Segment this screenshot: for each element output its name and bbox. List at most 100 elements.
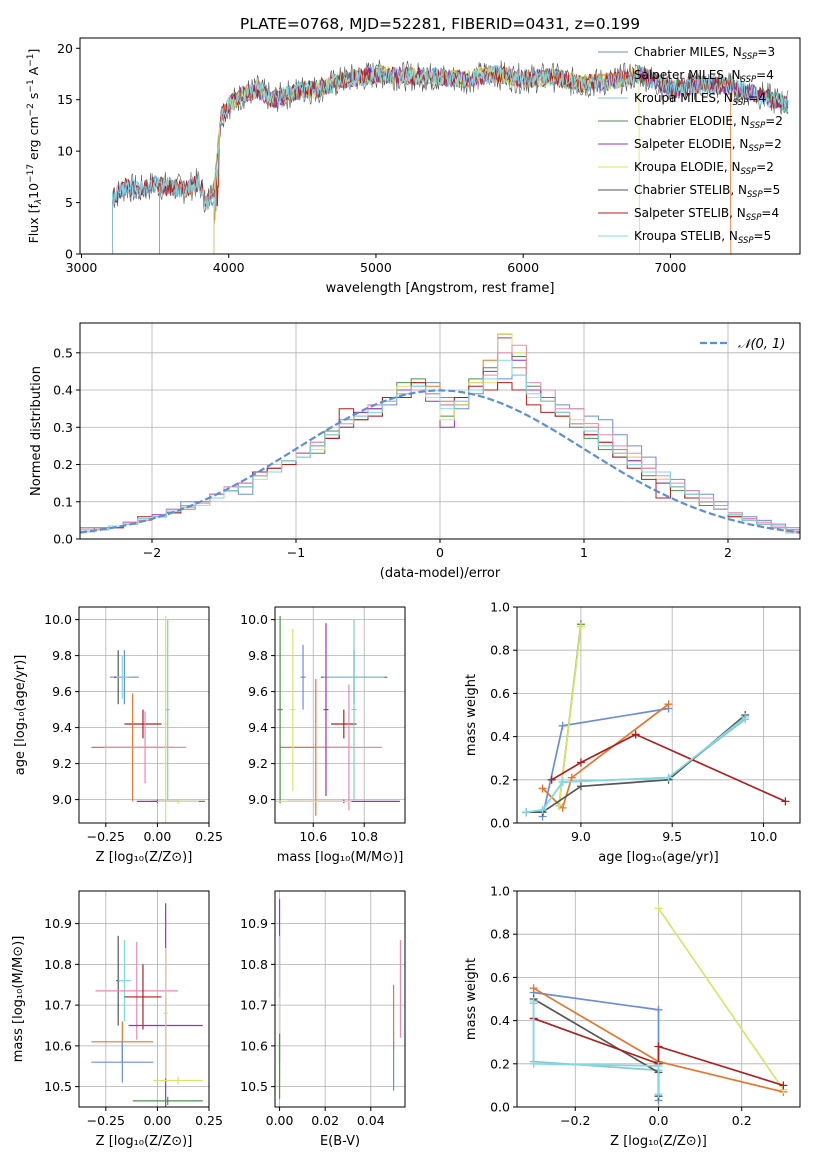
age_vs_Z-xlabel: Z [log₁₀(Z/Z⊙)] <box>96 850 193 865</box>
weight_vs_age-marker-5-2 <box>576 782 585 791</box>
mass_vs_ebv-xtick-label-2: 0.04 <box>357 1113 385 1128</box>
legend-nssp-eq-2: = <box>748 91 758 105</box>
weight_vs_Z-plot-area <box>529 904 788 1105</box>
weight_vs_Z-marker-3-0 <box>654 904 663 913</box>
residual_hist-xtick-label-0: −2 <box>143 545 161 560</box>
spectrum-xtick-label-3: 6000 <box>507 260 539 275</box>
age_vs_Z-ytick-label-4: 9.8 <box>52 648 72 663</box>
legend-nssp-value-8: 5 <box>764 229 772 243</box>
legend-nssp-3: , N <box>733 114 750 128</box>
weight_vs_Z-marker-1-0 <box>529 984 538 993</box>
legend-nssp-value-2: 4 <box>758 91 766 105</box>
residual_hist-ytick-label-2: 0.2 <box>53 457 73 472</box>
legend-nssp-eq-6: = <box>763 183 773 197</box>
spectrum-ylabel: Flux [fλ10−17 erg cm−2 s−1 A−1] <box>26 49 44 244</box>
legend-nssp-value-1: 4 <box>766 68 774 82</box>
mass_vs_Z-ytick-label-1: 10.6 <box>44 1038 72 1053</box>
mass_vs_Z-plot-area <box>91 903 203 1107</box>
residual_hist-ytick-label-1: 0.1 <box>53 494 73 509</box>
age_vs_mass-plot-area <box>275 616 400 816</box>
mass_vs_Z-point-8 <box>153 1076 203 1085</box>
mass_vs_ebv-ytick-label-2: 10.7 <box>240 998 268 1013</box>
age_vs_mass-point-8 <box>351 619 357 800</box>
weight_vs_age-marker-7-1 <box>538 806 547 815</box>
histogram-series-7 <box>80 359 800 533</box>
weight-vs-metallicity-panel: −0.2 0.0 0.2 0.0 0.2 0.4 0.6 0.8 1.0 Z [log₁₀(Z/Z… <box>464 884 801 1149</box>
mass_vs_Z-point-1 <box>118 939 131 1022</box>
age_vs_mass-point-3 <box>331 709 357 739</box>
legend-entry-4: Salpeter ELODIE, NSSP=2 <box>634 137 782 154</box>
age_vs_Z-xtick-label-1: 0.00 <box>143 829 171 844</box>
legend-nssp-6: , N <box>730 183 747 197</box>
legend-nssp-eq-8: = <box>754 229 764 243</box>
weight_vs_Z-marker-6-2 <box>654 1061 663 1070</box>
legend-nssp-4: , N <box>732 137 749 151</box>
weight_vs_age-grid <box>517 606 800 824</box>
age_vs_mass-ytick-label-2: 9.4 <box>248 720 268 735</box>
spectrum-ytick-label-1: 5 <box>65 195 73 210</box>
legend-nssp-0: , N <box>725 45 742 59</box>
weight_vs_Z-marker-0-1 <box>654 1005 663 1014</box>
legend-name-1: Salpeter MILES <box>634 68 724 82</box>
mass_vs_Z-xtick-label-0: −0.25 <box>87 1113 125 1128</box>
residual_hist-ytick-label-5: 0.5 <box>53 345 73 360</box>
weight_vs_Z-ytick-label-1: 0.2 <box>490 1056 510 1071</box>
weight_vs_age-marker-1-3 <box>664 700 673 709</box>
spectrum-ytick-label-3: 15 <box>57 92 73 107</box>
weight_vs_age-ytick-label-4: 0.8 <box>490 643 510 658</box>
weight_vs_Z-series-5 <box>533 1017 784 1087</box>
weight_vs_Z-marker-5-2 <box>654 1042 663 1051</box>
spectrum-line-kroupa-stelib <box>112 65 789 254</box>
age_vs_mass-grid <box>275 607 405 823</box>
weight_vs_age-xlabel: age [log₁₀(age/yr)] <box>598 850 719 865</box>
age_vs_Z-ytick-label-5: 10.0 <box>44 612 72 627</box>
weight_vs_Z-marker-6-3 <box>654 1090 663 1099</box>
mass_vs_ebv-grid <box>275 891 405 1107</box>
age_vs_Z-point-6 <box>163 616 168 823</box>
age_vs_mass-ytick-label-3: 9.6 <box>248 684 268 699</box>
legend-name-0: Chabrier MILES <box>634 45 725 59</box>
weight_vs_age-ytick-label-2: 0.4 <box>490 729 510 744</box>
spectrum-xlabel: wavelength [Angstrom, rest frame] <box>326 281 555 296</box>
spectrum-ytick-label-2: 10 <box>57 144 73 159</box>
mass_vs_ebv-frame <box>274 890 406 1108</box>
mass_vs_Z-ytick-label-4: 10.9 <box>44 916 72 931</box>
age_vs_Z-grid <box>79 607 210 823</box>
legend-entry-0: Chabrier MILES, NSSP=3 <box>634 45 775 62</box>
legend-name-4: Salpeter ELODIE <box>634 137 732 151</box>
histogram-plot-area <box>80 333 800 534</box>
weight_vs_age-ytick-label-0: 0.0 <box>490 816 510 831</box>
weight_vs_age-marker-6-3 <box>781 797 790 806</box>
mass_vs_Z-ylabel: mass [log₁₀(M/M⊙)] <box>11 936 26 1063</box>
age_vs_Z-point-3 <box>124 709 162 739</box>
mass_vs_Z-xtick-label-1: 0.00 <box>143 1113 171 1128</box>
age_vs_Z-ytick-label-1: 9.2 <box>52 756 72 771</box>
spectrum-plot-area <box>112 59 789 254</box>
age_vs_mass-point-11 <box>275 799 352 804</box>
age_vs_Z-point-2 <box>116 655 129 699</box>
weight_vs_Z-xlabel: Z [log₁₀(Z/Z⊙)] <box>610 1134 707 1149</box>
legend-nssp-1: , N <box>724 68 741 82</box>
weight_vs_age-frame <box>516 606 801 824</box>
weight_vs_Z-series-6 <box>532 1001 660 1094</box>
legend-nssp-eq-5: = <box>756 160 766 174</box>
weight_vs_Z-series-2 <box>532 1003 659 1072</box>
age_vs_Z-plot-area <box>91 616 205 823</box>
legend-name-7: Salpeter STELIB <box>634 206 729 220</box>
legend-nssp-sub-2: SSP <box>733 98 749 108</box>
age_vs_Z-frame <box>78 606 210 824</box>
weight_vs_age-marker-7-3 <box>664 773 673 782</box>
age_vs_Z-ytick-label-0: 9.0 <box>52 792 72 807</box>
weight_vs_Z-ytick-label-4: 0.8 <box>490 927 510 942</box>
residual_hist-ytick-label-3: 0.3 <box>53 420 73 435</box>
age_vs_mass-xlabel: mass [log₁₀(M/M⊙)] <box>277 850 404 865</box>
mass_vs_Z-point-7 <box>163 948 168 1079</box>
age_vs_mass-ytick-label-1: 9.2 <box>248 756 268 771</box>
weight_vs_Z-ylabel: mass weight <box>464 958 479 1040</box>
mass_vs_Z-ytick-label-2: 10.7 <box>44 998 72 1013</box>
weight_vs_age-marker-4-1 <box>576 622 585 631</box>
residual_hist-xtick-label-4: 2 <box>724 545 732 560</box>
mass_vs_Z-xtick-label-2: 0.25 <box>195 1113 223 1128</box>
weight_vs_Z-series-3 <box>657 907 785 1091</box>
